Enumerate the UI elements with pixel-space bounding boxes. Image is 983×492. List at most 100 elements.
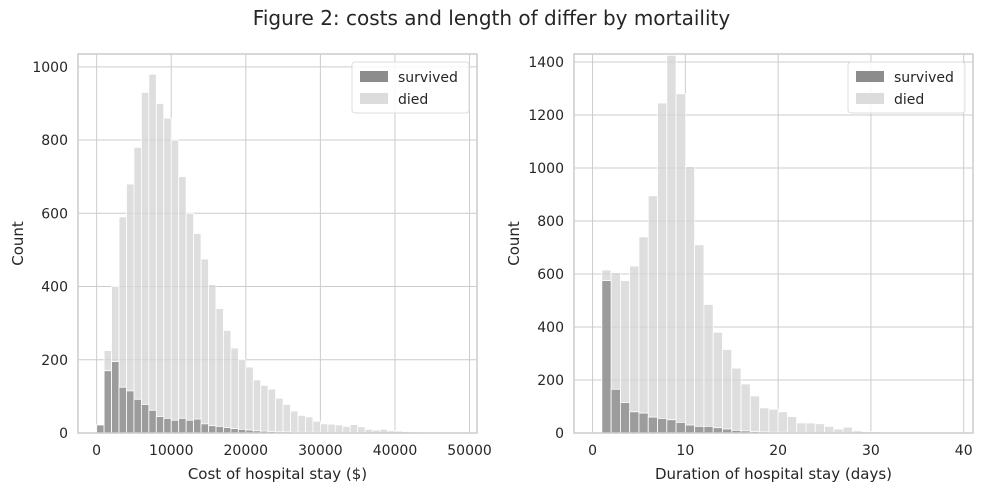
x-tick-label: 40 [955,443,973,459]
bar-died [200,258,209,434]
bar-died [163,117,172,434]
bar-survived [638,412,649,434]
bar-died [237,359,247,434]
bar-died [170,139,180,434]
legend-label-died: died [398,92,428,108]
bar-survived [675,421,686,434]
axes-frame [573,53,974,434]
y-tick-label: 0 [59,426,68,442]
legend-swatch-died [856,93,884,104]
bar-died [684,166,696,434]
x-tick-label: 10000 [149,443,194,459]
bar-died [749,395,760,434]
bar-survived [657,418,668,434]
bar-died [327,423,336,434]
bar-died [223,330,232,434]
bar-survived [223,427,232,434]
x-tick-label: 20000 [224,443,269,459]
bar-died [759,407,770,434]
bar-died [666,54,677,434]
y-tick-label: 200 [41,353,68,369]
x-tick-label: 30 [862,443,880,459]
bar-survived [126,390,135,434]
bar-survived [155,416,165,434]
x-axis-label: Duration of hospital stay (days) [655,465,892,483]
bar-died [647,195,658,434]
duration-histogram: 0 10 20 30 400200400600800100012001400Durati… [505,53,974,483]
bar-died [267,388,277,434]
bar-died [260,384,269,434]
y-tick-label: 1000 [528,161,564,177]
bar-survived [193,418,202,434]
y-tick-label: 600 [537,267,564,283]
bar-survived [200,423,209,434]
bar-survived [712,427,723,434]
legend-label-survived: survived [398,70,458,86]
bar-survived [170,419,180,434]
legend-label-survived: survived [894,70,954,86]
y-tick-label: 1200 [528,108,564,124]
bar-died [193,233,202,434]
legend-swatch-died [360,93,388,104]
bar-died [731,367,742,434]
legend-label-died: died [894,92,924,108]
bar-survived [96,424,105,434]
bar-died [282,404,291,434]
bar-died [252,379,262,434]
bar-survived [148,409,157,434]
x-tick-label: 0 [92,443,101,459]
bar-survived [103,370,112,434]
x-tick-label: 20 [769,443,787,459]
y-tick-label: 200 [537,373,564,389]
bar-died [208,284,217,434]
legend-swatch-survived [856,71,884,82]
bar-survived [118,386,127,434]
legend-swatch-survived [360,71,388,82]
bar-died [349,424,359,434]
bar-died [638,236,649,434]
bar-survived [208,425,217,434]
bar-died [657,102,668,434]
bar-died [342,426,351,434]
bar-died [185,212,194,434]
bar-died [178,176,187,434]
bar-died [290,410,299,434]
y-tick-label: 1400 [528,55,564,71]
bar-died [319,423,329,434]
bar-died [297,415,306,434]
y-axis-label: Count [9,221,27,266]
x-tick-label: 40000 [373,443,418,459]
bar-died [675,93,686,434]
y-tick-label: 0 [555,426,564,442]
axes-frame [77,53,478,434]
x-tick-label: 30000 [298,443,343,459]
legend: survived died [847,61,966,114]
bar-died [312,420,321,434]
x-tick-label: 10 [676,443,694,459]
bar-survived [185,419,194,434]
y-tick-label: 400 [41,280,68,296]
x-tick-label: 50000 [447,443,492,459]
bar-survived [619,402,631,434]
bar-died [777,411,788,434]
bar-died [245,366,254,434]
bar-survived [140,404,150,434]
bar-survived [163,417,172,434]
bar-survived [601,280,612,434]
bar-survived [629,411,640,434]
bar-died [133,146,142,434]
bar-survived [647,416,658,434]
bar-survived [215,426,224,434]
bar-survived [133,398,142,434]
y-tick-label: 800 [41,133,68,149]
bar-survived [703,425,714,434]
bar-died [712,331,723,434]
bar-died [140,92,150,434]
legend: survived died [351,61,470,114]
bar-died [215,308,224,434]
bar-died [787,416,798,434]
x-axis-label: Cost of hospital stay ($) [188,465,367,483]
bar-died [722,349,733,434]
bar-died [824,425,835,434]
